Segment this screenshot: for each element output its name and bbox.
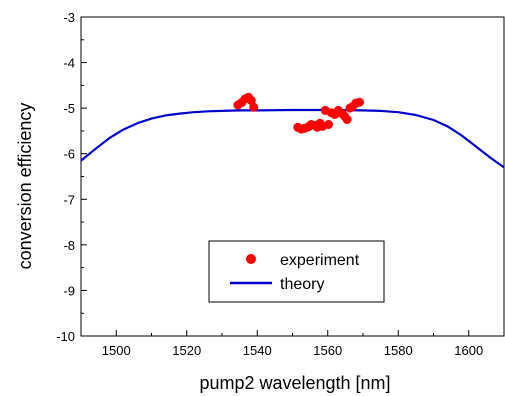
- y-tick-label: -3: [63, 10, 75, 25]
- legend: experiment theory: [209, 241, 384, 302]
- y-tick-label: -9: [63, 283, 75, 298]
- theory-series: [81, 110, 504, 167]
- y-tick-label: -4: [63, 56, 75, 71]
- y-tick-label: -5: [63, 101, 75, 116]
- theory-line: [81, 110, 504, 167]
- x-tick-label: 1500: [102, 343, 131, 358]
- y-axis: -10 -9 -8 -7 -6 -5 -4 -3: [56, 10, 87, 344]
- y-tick-label: -8: [63, 238, 75, 253]
- y-tick-label: -10: [56, 329, 75, 344]
- x-axis: 1500 1520 1540 1560 1580 1600: [81, 330, 504, 358]
- x-tick-label: 1520: [172, 343, 201, 358]
- x-tick-label: 1580: [384, 343, 413, 358]
- experiment-point: [343, 115, 352, 124]
- experiment-series: [233, 93, 364, 134]
- legend-experiment-marker: [246, 254, 256, 264]
- experiment-point: [324, 120, 333, 129]
- y-tick-label: -6: [63, 147, 75, 162]
- experiment-point: [249, 103, 258, 112]
- legend-theory-label: theory: [280, 276, 324, 293]
- y-tick-label: -7: [63, 192, 75, 207]
- x-tick-label: 1540: [243, 343, 272, 358]
- x-tick-label: 1560: [313, 343, 342, 358]
- legend-experiment-label: experiment: [280, 252, 360, 269]
- x-axis-title: pump2 wavelength [nm]: [199, 373, 390, 393]
- y-axis-title: conversion efficiency: [15, 103, 35, 270]
- x-tick-label: 1600: [454, 343, 483, 358]
- experiment-point: [355, 98, 364, 107]
